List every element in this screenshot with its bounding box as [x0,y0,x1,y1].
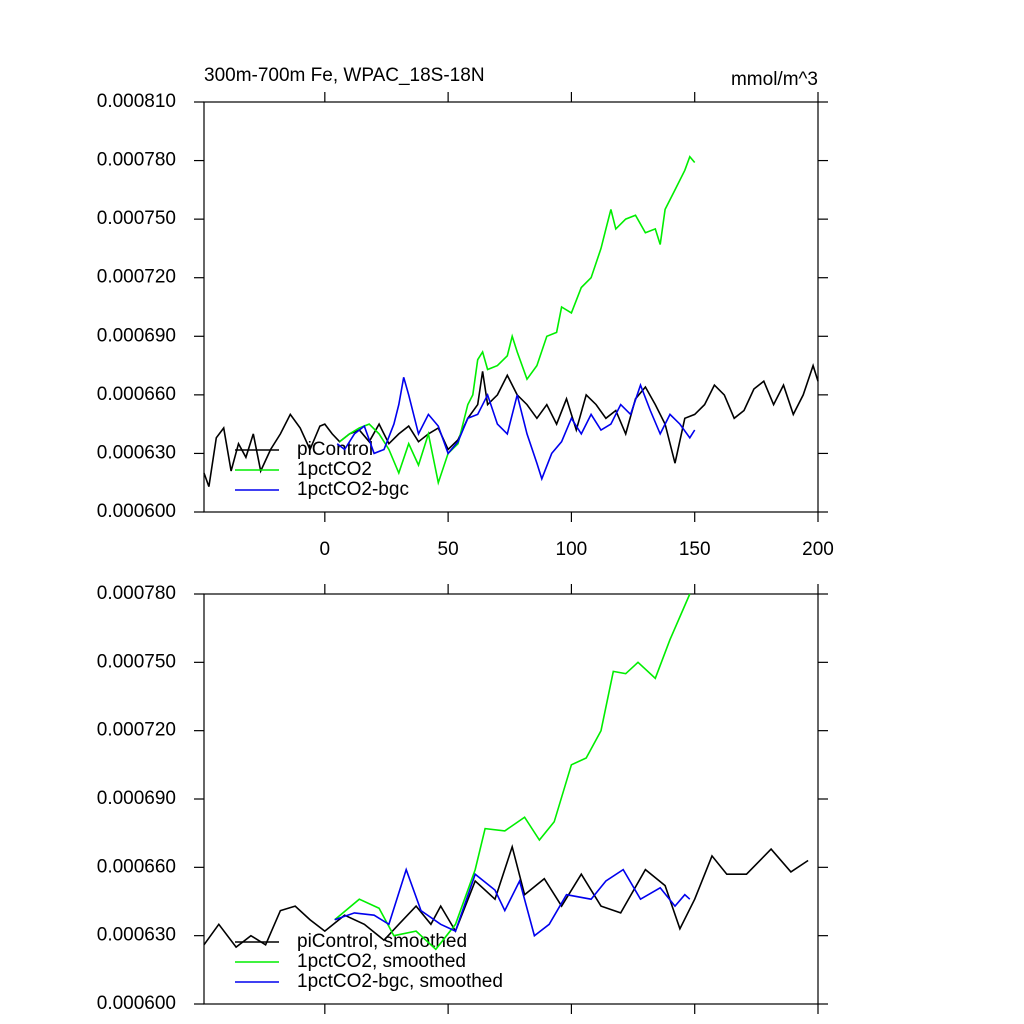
y-tick-label: 0.000690 [97,325,176,346]
y-tick-label: 0.000810 [97,91,176,112]
legend-label: 1pctCO2, smoothed [297,951,466,972]
data-line [339,155,696,486]
y-tick-label: 0.000660 [97,384,176,405]
y-tick-label: 0.000660 [97,856,176,877]
y-tick-label: 0.000630 [97,442,176,463]
y-tick-label: 0.000750 [97,208,176,229]
x-tick-label: 50 [438,539,459,560]
y-tick-label: 0.000690 [97,788,176,809]
y-tick-label: 0.000720 [97,267,176,288]
legend-label: piControl, smoothed [297,931,467,952]
x-tick-label: 200 [802,539,834,560]
x-tick-label: 100 [556,539,588,560]
y-tick-label: 0.000600 [97,993,176,1014]
data-line [334,867,691,938]
units-label: mmol/m^3 [731,69,818,90]
legend-label: 1pctCO2-bgc [297,479,409,500]
data-line [203,363,819,487]
legend-label: 1pctCO2 [297,459,372,480]
y-tick-label: 0.000780 [97,150,176,171]
x-tick-label: 0 [320,539,331,560]
y-tick-label: 0.000630 [97,925,176,946]
data-line [334,593,691,951]
y-tick-label: 0.000750 [97,651,176,672]
y-tick-label: 0.000780 [97,583,176,604]
plot-frame [203,101,819,513]
chart-title: 300m-700m Fe, WPAC_18S-18N [204,65,485,86]
y-tick-label: 0.000600 [97,501,176,522]
data-line [336,377,696,482]
y-tick-label: 0.000720 [97,720,176,741]
x-tick-label: 150 [679,539,711,560]
legend-label: 1pctCO2-bgc, smoothed [297,971,503,992]
legend-label: piControl [297,439,373,460]
data-line [203,843,809,949]
